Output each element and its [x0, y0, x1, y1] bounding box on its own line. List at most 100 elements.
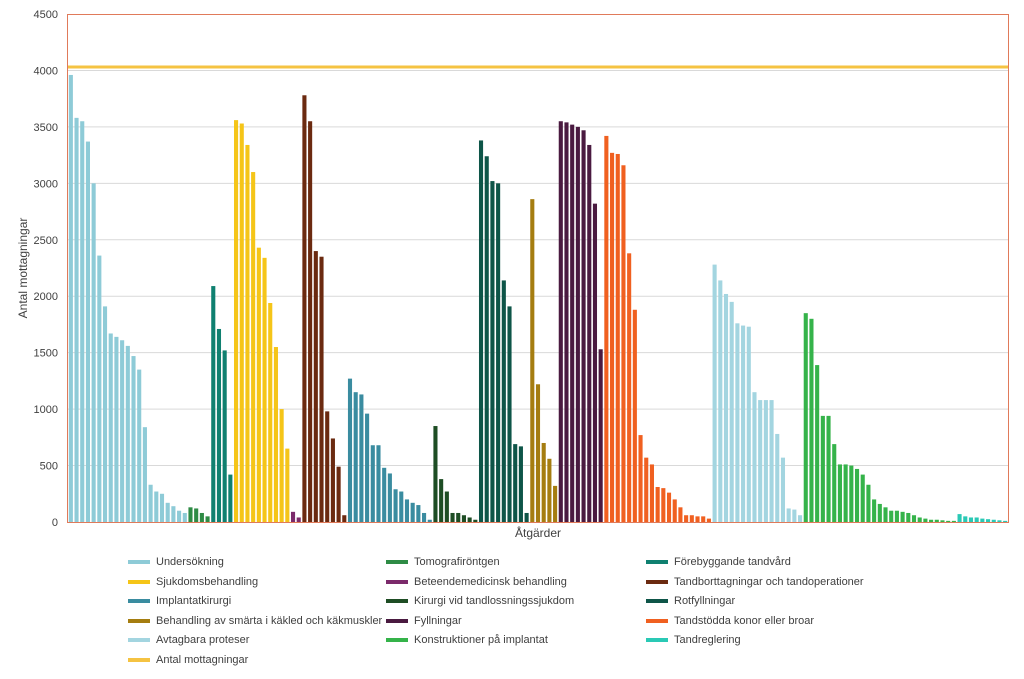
bar	[376, 445, 381, 522]
bar	[934, 519, 939, 522]
bar	[239, 123, 244, 522]
bar	[735, 323, 740, 522]
legend-label: Beteendemedicinsk behandling	[414, 575, 567, 588]
legend-item: Antal mottagningar	[128, 654, 248, 666]
bar	[581, 130, 586, 522]
bar	[951, 520, 956, 522]
bar	[775, 433, 780, 522]
bar	[91, 183, 96, 522]
legend-swatch	[128, 579, 150, 584]
bar	[74, 117, 79, 523]
bar	[917, 517, 922, 522]
bar	[872, 499, 877, 522]
legend-swatch	[646, 618, 668, 623]
y-tick-label: 3500	[34, 122, 58, 134]
bar	[604, 135, 609, 523]
bar	[427, 519, 432, 522]
legend-item: Konstruktioner på implantat	[386, 634, 548, 646]
bar	[330, 438, 335, 522]
y-tick-label: 500	[40, 461, 58, 473]
bar	[285, 448, 290, 522]
bar	[319, 256, 324, 522]
bar	[780, 457, 786, 522]
legend-swatch	[386, 638, 408, 642]
bar	[296, 517, 301, 522]
bar	[102, 306, 108, 522]
bar	[199, 512, 204, 522]
bar	[97, 255, 102, 522]
bar	[598, 349, 603, 522]
bar	[763, 400, 768, 522]
bar	[456, 512, 461, 522]
legend-swatch	[646, 560, 668, 564]
bar	[251, 172, 256, 523]
bar	[923, 518, 928, 522]
bar	[313, 251, 318, 522]
legend-swatch	[386, 618, 408, 623]
legend-item: Beteendemedicinsk behandling	[386, 576, 567, 588]
bar	[974, 517, 979, 522]
bar	[501, 280, 506, 522]
bar	[535, 384, 541, 522]
bar	[718, 280, 723, 522]
bar	[450, 512, 455, 522]
bar	[262, 257, 267, 522]
y-tick-label: 0	[52, 517, 58, 529]
bar	[478, 140, 484, 522]
y-tick-label: 4000	[34, 65, 58, 77]
bar	[809, 318, 814, 522]
bars	[68, 74, 1008, 523]
legend-item: Förebyggande tandvård	[646, 556, 791, 568]
bar	[137, 369, 142, 522]
bar	[524, 512, 529, 522]
bar	[729, 301, 734, 522]
bar	[832, 444, 837, 522]
legend-label: Tandstödda konor eller broar	[674, 614, 815, 627]
bar	[382, 467, 387, 522]
bar	[627, 253, 632, 522]
legend-label: Antal mottagningar	[156, 653, 249, 666]
bar	[849, 465, 854, 522]
bar	[353, 392, 358, 522]
legend-swatch	[128, 618, 150, 623]
bar	[638, 435, 643, 522]
bar	[108, 333, 113, 522]
bar	[444, 491, 449, 522]
legend-swatch	[646, 599, 668, 603]
legend-label: Rotfyllningar	[674, 595, 736, 607]
legend-swatch	[386, 599, 408, 603]
bar	[194, 508, 199, 522]
legend-swatch	[646, 638, 668, 642]
bar	[80, 121, 85, 523]
legend-label: Behandling av smärta i käkled och käkmus…	[156, 614, 383, 627]
bar	[723, 293, 729, 522]
bar	[530, 199, 535, 522]
legend-label: Tomografiröntgen	[414, 556, 500, 568]
bar	[570, 124, 575, 522]
bar	[706, 518, 711, 522]
bar	[177, 510, 182, 522]
bar	[866, 484, 871, 522]
bar	[120, 340, 125, 522]
y-tick-label: 1500	[34, 348, 58, 360]
legend-item: Sjukdomsbehandling	[128, 576, 258, 588]
bar	[365, 413, 370, 522]
y-tick-label: 2500	[34, 235, 58, 247]
legend-label: Tandborttagningar och tandoperationer	[674, 575, 864, 588]
legend-item: Rotfyllningar	[646, 595, 735, 607]
bar	[325, 411, 330, 522]
bar	[399, 491, 404, 522]
legend-swatch	[128, 599, 150, 603]
bar	[410, 502, 415, 522]
bar	[712, 264, 717, 522]
bar	[518, 446, 523, 522]
bar	[484, 156, 489, 523]
bar	[541, 442, 546, 522]
bar	[222, 350, 227, 522]
bar	[684, 515, 689, 522]
bar	[1003, 520, 1008, 522]
bar	[615, 153, 620, 523]
bar	[701, 516, 706, 522]
bar	[980, 518, 985, 522]
